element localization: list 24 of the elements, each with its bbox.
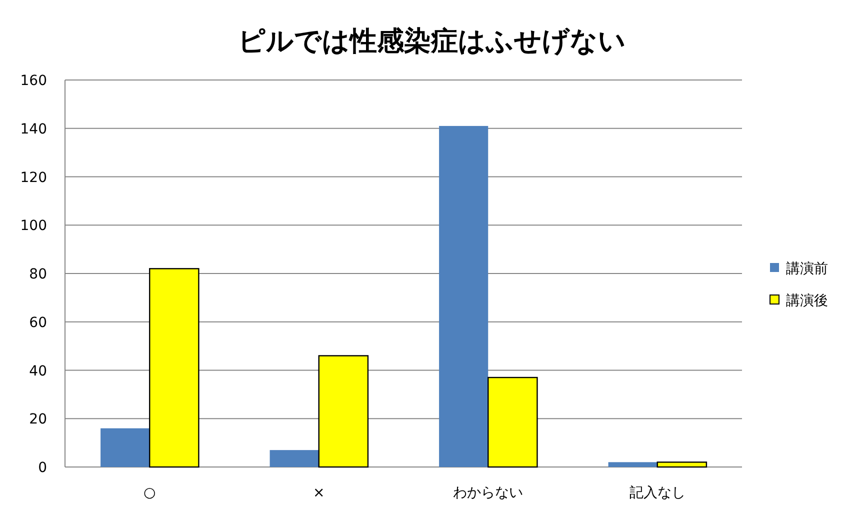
y-tick-label: 120 (20, 170, 47, 186)
legend-label: 講演後 (786, 293, 828, 309)
bar (439, 126, 488, 467)
bar (149, 268, 200, 468)
y-tick-label: 160 (20, 73, 47, 89)
bar (608, 462, 658, 467)
y-tick-label: 140 (20, 121, 47, 138)
y-tick-label: 40 (29, 363, 47, 380)
x-tick-label: ○ (144, 485, 156, 501)
y-tick-label: 100 (20, 218, 47, 234)
bar (488, 376, 538, 468)
bar (100, 428, 150, 467)
y-tick-label: 60 (29, 314, 47, 331)
bar (656, 462, 708, 468)
x-tick-label: 記入なし (629, 485, 686, 501)
y-tick-label: 80 (29, 266, 47, 282)
y-tick-label: 0 (38, 460, 47, 476)
bar (318, 355, 369, 468)
x-tick-label: わからない (453, 485, 524, 501)
legend-label: 講演前 (786, 261, 828, 277)
x-tick-label: × (313, 485, 325, 501)
chart-title: ピルでは性感染症はふせげない (238, 26, 626, 57)
bar (270, 450, 319, 467)
y-tick-label: 20 (29, 412, 47, 428)
